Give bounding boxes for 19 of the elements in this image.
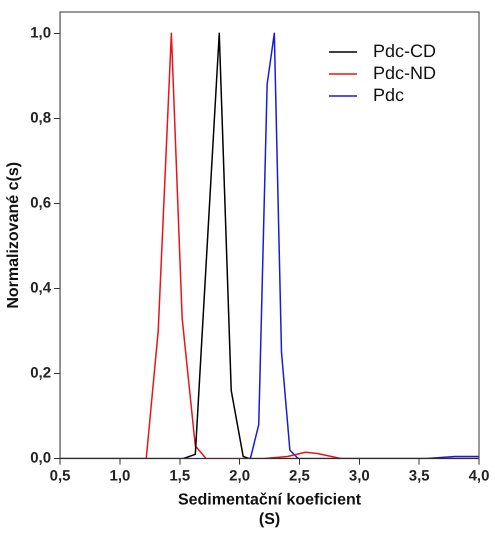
y-axis-title: Normalizované c(s) — [5, 162, 22, 309]
x-tick-label: 0,5 — [50, 468, 70, 485]
y-tick-label: 1,0 — [30, 24, 52, 42]
x-axis-title: Sedimentační koeficient (S) — [178, 492, 362, 528]
x-tick-label: 2,5 — [289, 468, 310, 485]
legend-label: Pdc-CD — [373, 40, 436, 61]
x-tick-label: 1,5 — [169, 468, 190, 485]
y-tick-label: 0,4 — [30, 280, 52, 297]
x-tick-label: 1,0 — [109, 468, 130, 485]
y-tick-label: 0,0 — [30, 450, 52, 467]
x-tick-label: 3,0 — [348, 468, 370, 485]
y-tick-label: 0,2 — [30, 364, 52, 382]
x-tick-label: 4,0 — [468, 468, 490, 485]
legend-label: Pdc-ND — [373, 62, 436, 83]
y-tick-label: 0,8 — [30, 109, 52, 126]
legend-label: Pdc — [373, 84, 404, 105]
x-tick-label: 3,5 — [408, 468, 430, 485]
y-tick-label: 0,6 — [30, 194, 52, 212]
x-tick-label: 2,0 — [229, 468, 250, 485]
